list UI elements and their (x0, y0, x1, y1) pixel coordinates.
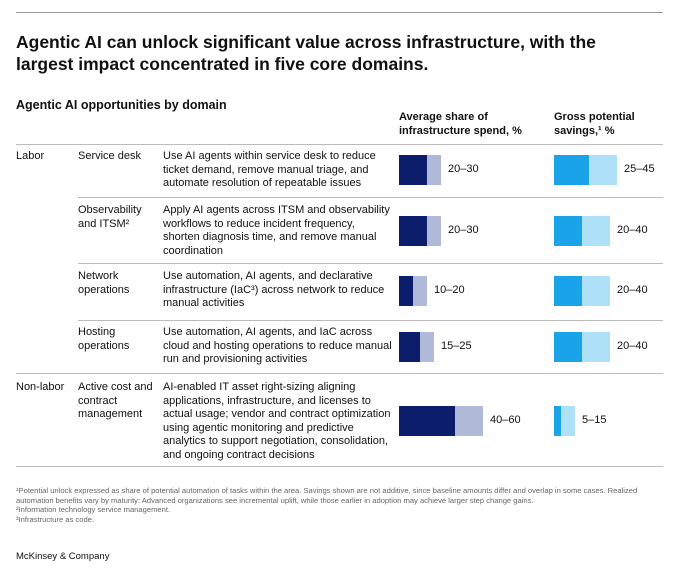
description: AI-enabled IT asset right-sizing alignin… (163, 381, 391, 461)
value-label: 20–40 (617, 224, 648, 236)
column-header: Gross potential savings,¹ % (554, 111, 635, 137)
value-label: 20–30 (448, 224, 479, 236)
bar-range (427, 216, 441, 246)
bar-range (420, 332, 434, 362)
subtitle: Agentic AI opportunities by domain (16, 98, 227, 112)
footnote: ¹Potential unlock expressed as share of … (16, 486, 638, 505)
title: Agentic AI can unlock significant value … (16, 32, 596, 74)
value-label: 20–40 (617, 340, 648, 352)
bar-low (554, 216, 582, 246)
description: Use automation, AI agents, and IaC acros… (163, 326, 392, 365)
description: Use automation, AI agents, and declarati… (163, 270, 385, 309)
value-label: 10–20 (434, 284, 465, 296)
value-label: 40–60 (490, 414, 521, 426)
row-rule (78, 263, 663, 264)
bar-low (554, 155, 589, 185)
group-label: Non-labor (16, 381, 65, 393)
bar-low (399, 216, 427, 246)
value-label: 25–45 (624, 163, 655, 175)
bar-range (455, 406, 483, 436)
value-label: 20–40 (617, 284, 648, 296)
description: Use AI agents within service desk to red… (163, 150, 376, 189)
bar-low (554, 406, 561, 436)
domain: Hosting operations (78, 326, 130, 352)
bar-range (582, 276, 610, 306)
row-rule (16, 373, 663, 374)
row-rule (78, 320, 663, 321)
domain: Service desk (78, 150, 141, 162)
bar-low (554, 276, 582, 306)
bar-low (399, 276, 413, 306)
value-label: 5–15 (582, 414, 607, 426)
value-label: 20–30 (448, 163, 479, 175)
bar-low (399, 406, 455, 436)
row-rule (16, 466, 663, 467)
row-rule (78, 197, 663, 198)
column-header: Average share of infrastructure spend, % (399, 111, 522, 137)
value-label: 15–25 (441, 340, 472, 352)
bar-range (413, 276, 427, 306)
source: McKinsey & Company (16, 551, 110, 562)
domain: Active cost and contract management (78, 381, 153, 420)
bar-range (561, 406, 575, 436)
bar-range (427, 155, 441, 185)
domain: Observability and ITSM² (78, 204, 142, 230)
bar-low (399, 332, 420, 362)
bar-low (554, 332, 582, 362)
description: Apply AI agents across ITSM and observab… (163, 204, 390, 257)
bar-range (582, 332, 610, 362)
footnote: ³Infrastructure as code. (16, 514, 95, 524)
footnotes: ¹Potential unlock expressed as share of … (16, 486, 666, 524)
group-label: Labor (16, 150, 45, 162)
footnote: ²Information technology service manageme… (16, 505, 171, 514)
bar-range (589, 155, 617, 185)
bar-low (399, 155, 427, 185)
domain: Network operations (78, 270, 130, 296)
top-rule (16, 12, 663, 13)
header-rule (16, 144, 663, 145)
bar-range (582, 216, 610, 246)
